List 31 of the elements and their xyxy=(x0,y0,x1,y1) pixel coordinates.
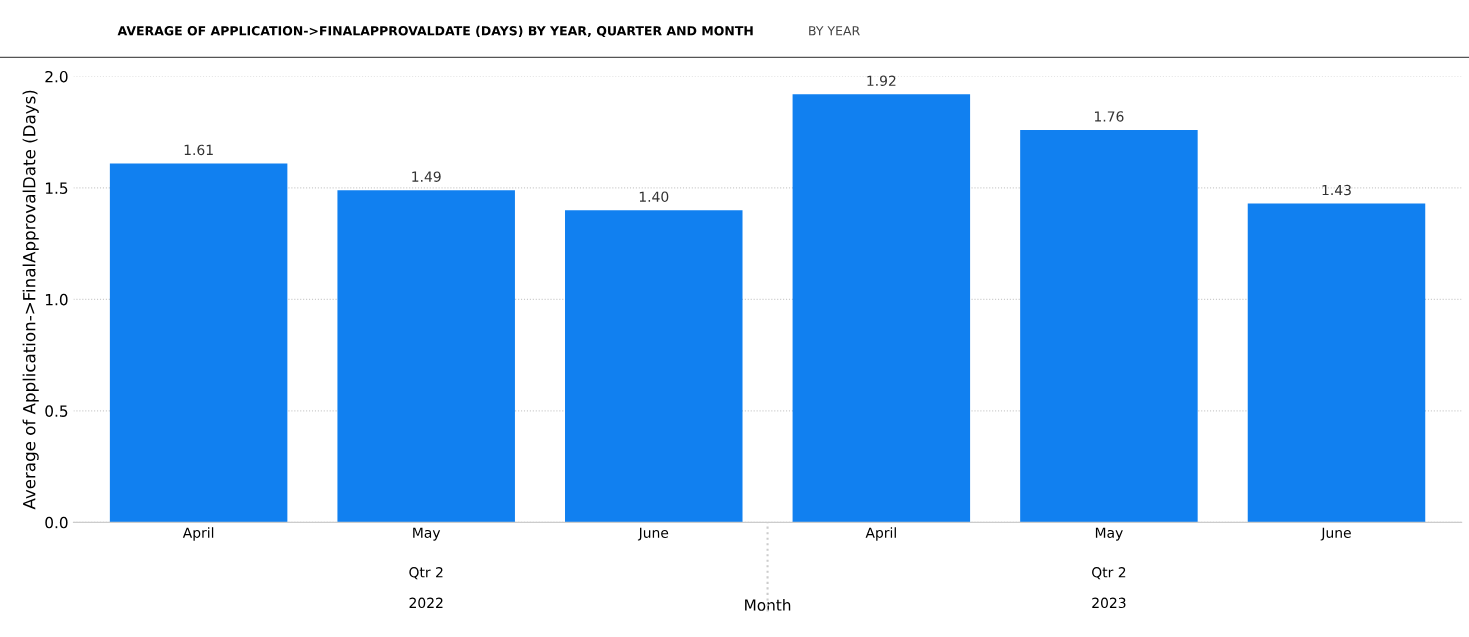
y-tick-label: 1.5 xyxy=(45,182,68,194)
y-tick-label: 2.0 xyxy=(45,70,68,83)
chart-title: AVERAGE OF APPLICATION->FINALAPPROVALDATE (DAYS) BY YEAR, QUARTER AND MONTH xyxy=(117,25,753,38)
y-tick-label: 0.5 xyxy=(45,405,68,417)
data-label: 1.61 xyxy=(184,144,213,156)
x-tick-label: May xyxy=(1095,527,1123,541)
x-tick-label: June xyxy=(1320,527,1351,541)
y-tick-label: 0.0 xyxy=(45,516,68,529)
text: Qtr 2 xyxy=(1092,567,1126,580)
data-label: 1.43 xyxy=(1322,184,1351,196)
chart-subtitle: BY YEAR xyxy=(809,26,860,36)
x-tick-label: April xyxy=(865,527,896,541)
y-tick-label: 1.0 xyxy=(45,293,68,306)
bar xyxy=(337,190,515,523)
data-label: 1.40 xyxy=(639,191,669,202)
bar xyxy=(565,210,743,523)
bar xyxy=(1247,203,1426,523)
data-label: 1.76 xyxy=(1094,111,1124,122)
y-axis-title: Average of Application->FinalApprovalDate (Days) xyxy=(22,90,39,510)
text: 2022 xyxy=(409,597,443,609)
bar xyxy=(792,94,971,523)
text: 2023 xyxy=(1092,597,1126,609)
data-label: 1.92 xyxy=(867,75,896,87)
data-label: 1.49 xyxy=(412,171,441,182)
x-tick-label: June xyxy=(637,527,669,541)
bar xyxy=(1020,129,1198,523)
x-axis-title: Month xyxy=(745,598,791,611)
x-tick-label: May xyxy=(413,527,441,541)
text: Qtr 2 xyxy=(409,567,443,580)
bar xyxy=(109,163,288,523)
x-tick-label: April xyxy=(182,527,214,541)
